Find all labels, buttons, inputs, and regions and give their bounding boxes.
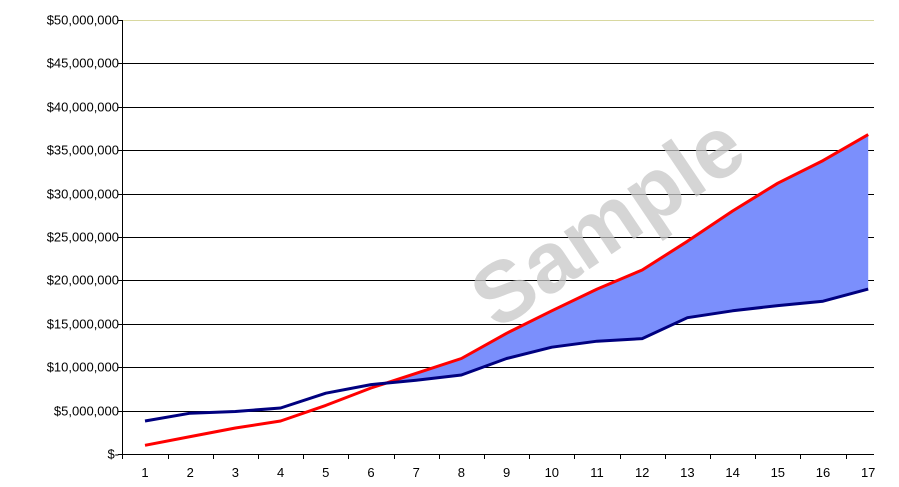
y-tick-label: $-: [107, 447, 119, 462]
x-tick-label: 3: [232, 465, 239, 480]
y-tick-labels: $- $5,000,000 $10,000,000 $15,000,000 $20,00…: [47, 13, 119, 462]
x-tick-label: 15: [771, 465, 785, 480]
axes: [118, 20, 874, 459]
x-tick-label: 8: [458, 465, 465, 480]
y-tick-label: $20,000,000: [47, 273, 119, 288]
y-tick-label: $40,000,000: [47, 100, 119, 115]
difference-area: [386, 134, 869, 384]
series-lines: [144, 133, 869, 447]
x-tick-label: 17: [861, 465, 875, 480]
x-tick-label: 10: [545, 465, 559, 480]
y-tick-label: $35,000,000: [47, 143, 119, 158]
x-tick-label: 12: [635, 465, 649, 480]
x-tick-label: 6: [367, 465, 374, 480]
x-tick-label: 2: [187, 465, 194, 480]
y-tick-label: $30,000,000: [47, 187, 119, 202]
x-tick-label: 5: [322, 465, 329, 480]
x-tick-labels: 1 2 3 4 5 6 7 8 9 10 11 12 13 14 15 16 17: [141, 465, 875, 480]
x-tick-label: 4: [277, 465, 284, 480]
y-tick-label: $25,000,000: [47, 230, 119, 245]
x-tick-label: 1: [141, 465, 148, 480]
y-tick-label: $45,000,000: [47, 56, 119, 71]
gridlines: [122, 20, 874, 412]
x-tick-label: 9: [503, 465, 510, 480]
y-tick-label: $10,000,000: [47, 360, 119, 375]
x-tick-label: 7: [413, 465, 420, 480]
y-tick-label: $15,000,000: [47, 317, 119, 332]
y-tick-label: $50,000,000: [47, 13, 119, 28]
difference-area-layer: [386, 134, 869, 384]
x-tick-label: 13: [680, 465, 694, 480]
x-tick-label: 16: [816, 465, 830, 480]
y-tick-label: $5,000,000: [54, 404, 119, 419]
x-tick-label: 11: [590, 465, 604, 480]
x-tick-label: 14: [725, 465, 739, 480]
